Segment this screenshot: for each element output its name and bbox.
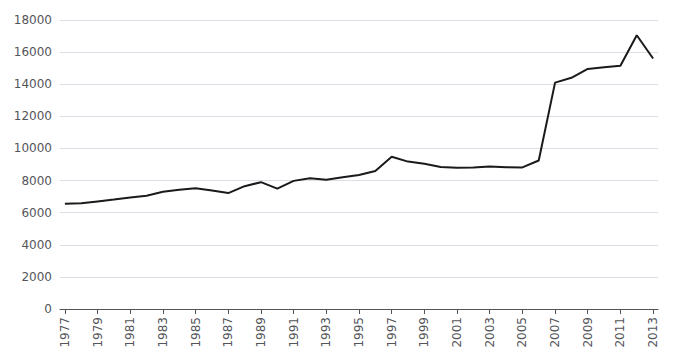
svg-text:2011: 2011 <box>613 317 627 348</box>
svg-text:2003: 2003 <box>483 317 497 348</box>
svg-text:14000: 14000 <box>14 77 52 91</box>
svg-text:2000: 2000 <box>21 270 52 284</box>
svg-text:10000: 10000 <box>14 141 52 155</box>
svg-text:1977: 1977 <box>58 317 72 348</box>
svg-text:1989: 1989 <box>254 317 268 348</box>
svg-text:2007: 2007 <box>548 317 562 348</box>
svg-text:1993: 1993 <box>319 317 333 348</box>
svg-text:1991: 1991 <box>287 317 301 348</box>
svg-text:2001: 2001 <box>450 317 464 348</box>
svg-text:6000: 6000 <box>21 206 52 220</box>
svg-text:2005: 2005 <box>515 317 529 348</box>
svg-text:0: 0 <box>44 302 52 316</box>
svg-text:18000: 18000 <box>14 13 52 27</box>
svg-text:1997: 1997 <box>385 317 399 348</box>
svg-text:4000: 4000 <box>21 238 52 252</box>
svg-text:1979: 1979 <box>91 317 105 348</box>
svg-text:1981: 1981 <box>123 317 137 348</box>
svg-text:1995: 1995 <box>352 317 366 348</box>
svg-text:16000: 16000 <box>14 45 52 59</box>
svg-text:12000: 12000 <box>14 109 52 123</box>
svg-text:1985: 1985 <box>189 317 203 348</box>
svg-text:1999: 1999 <box>417 317 431 348</box>
svg-text:2009: 2009 <box>581 317 595 348</box>
svg-text:1987: 1987 <box>221 317 235 348</box>
svg-text:1983: 1983 <box>156 317 170 348</box>
svg-text:8000: 8000 <box>21 174 52 188</box>
svg-text:2013: 2013 <box>646 317 660 348</box>
